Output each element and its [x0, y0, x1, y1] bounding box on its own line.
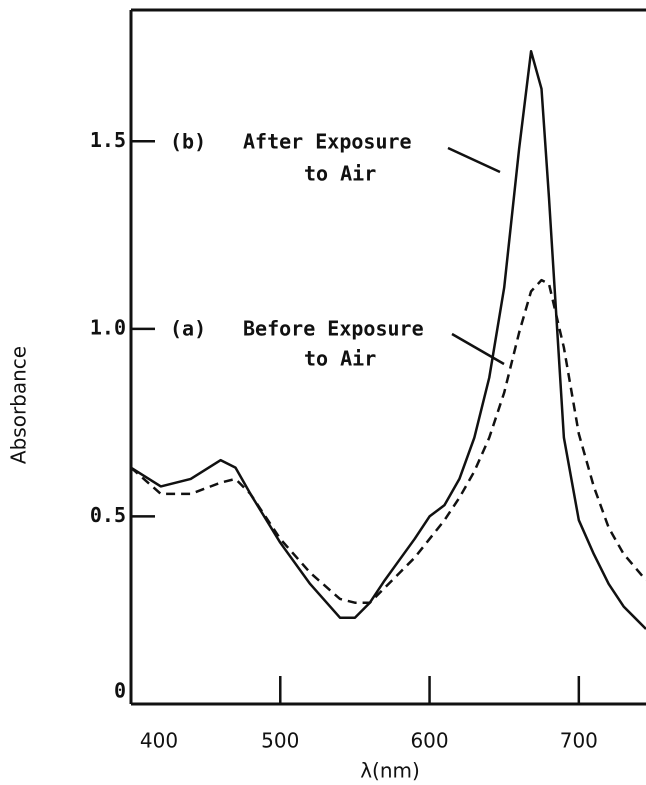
x-tick-label: 500 — [261, 729, 299, 753]
y-tick-label: 0 — [114, 679, 126, 703]
y-tick-label: 1.0 — [90, 315, 126, 339]
x-axis-label: λ(nm) — [360, 759, 420, 783]
annotation: Before Exposure — [243, 317, 424, 341]
series-label: (a) — [170, 317, 206, 341]
data-line — [130, 278, 646, 604]
x-tick-label: 600 — [410, 729, 448, 753]
data-line — [130, 50, 646, 630]
x-tick-label: 700 — [560, 729, 598, 753]
leader-line — [451, 332, 505, 366]
x-tick-label: 400 — [140, 729, 178, 753]
leader-line — [447, 146, 501, 174]
series-label: (b) — [170, 130, 206, 154]
annotation: to Air — [304, 347, 376, 371]
annotation: to Air — [304, 162, 376, 186]
y-tick-label: 1.5 — [90, 128, 126, 152]
annotation: After Exposure — [243, 130, 412, 154]
y-axis-label: Absorbance — [7, 346, 31, 464]
y-tick-label: 0.5 — [90, 503, 126, 527]
